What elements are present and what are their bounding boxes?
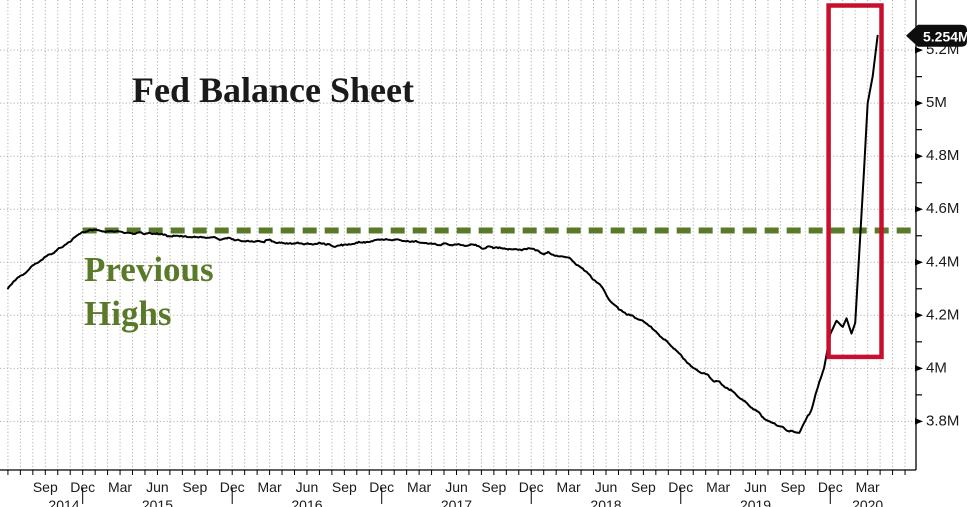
- svg-text:Jun: Jun: [744, 479, 767, 495]
- svg-text:Mar: Mar: [557, 479, 581, 495]
- svg-text:Sep: Sep: [332, 479, 357, 495]
- svg-text:2015: 2015: [142, 497, 173, 507]
- svg-text:Sep: Sep: [780, 479, 805, 495]
- svg-text:Jun: Jun: [146, 479, 169, 495]
- svg-text:Sep: Sep: [182, 479, 207, 495]
- svg-text:4.8M: 4.8M: [926, 147, 959, 164]
- svg-text:Jun: Jun: [296, 479, 319, 495]
- svg-text:Sep: Sep: [481, 479, 506, 495]
- svg-text:Sep: Sep: [631, 479, 656, 495]
- svg-text:2014: 2014: [48, 497, 79, 507]
- svg-text:4M: 4M: [926, 359, 947, 376]
- svg-text:4.6M: 4.6M: [926, 200, 959, 217]
- svg-text:2018: 2018: [590, 497, 621, 507]
- svg-text:4.2M: 4.2M: [926, 306, 959, 323]
- svg-text:2019: 2019: [740, 497, 771, 507]
- svg-text:Mar: Mar: [407, 479, 431, 495]
- svg-text:Jun: Jun: [595, 479, 618, 495]
- svg-text:Jun: Jun: [445, 479, 468, 495]
- svg-text:Mar: Mar: [706, 479, 730, 495]
- svg-text:Sep: Sep: [33, 479, 58, 495]
- svg-text:Mar: Mar: [856, 479, 880, 495]
- svg-text:4.4M: 4.4M: [926, 253, 959, 270]
- svg-text:5.254M: 5.254M: [923, 29, 970, 45]
- svg-text:2016: 2016: [291, 497, 322, 507]
- svg-text:Mar: Mar: [258, 479, 282, 495]
- svg-text:5M: 5M: [926, 94, 947, 111]
- svg-text:2020: 2020: [852, 497, 883, 507]
- svg-text:2017: 2017: [441, 497, 472, 507]
- svg-text:3.8M: 3.8M: [926, 412, 959, 429]
- svg-text:Mar: Mar: [108, 479, 132, 495]
